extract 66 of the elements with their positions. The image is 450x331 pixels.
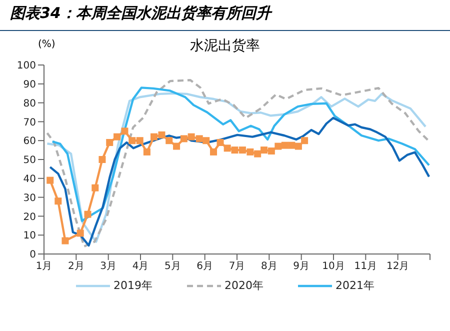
y-axis-title: (%) xyxy=(38,39,56,50)
point xyxy=(136,137,144,144)
x-tick-label: 12月 xyxy=(386,261,410,272)
point xyxy=(288,142,296,149)
y-tick-label: 20 xyxy=(23,212,36,223)
point xyxy=(62,237,69,244)
point xyxy=(106,138,114,146)
legend-label: 2019年 xyxy=(114,278,152,293)
point xyxy=(54,198,62,205)
point xyxy=(231,146,238,154)
point xyxy=(114,133,121,140)
x-tick-label: 10月 xyxy=(322,261,345,272)
chart-title: 图表34：本周全国水泥出货率有所回升 xyxy=(0,0,450,31)
point xyxy=(224,144,231,152)
point xyxy=(46,176,54,184)
point xyxy=(210,148,218,156)
x-tick-label: 9月 xyxy=(293,261,310,272)
x-tick-label: 6月 xyxy=(196,261,214,272)
point xyxy=(121,128,128,135)
point xyxy=(260,146,268,154)
point xyxy=(158,131,166,138)
point xyxy=(188,133,195,140)
y-tick-label: 80 xyxy=(23,98,36,110)
point xyxy=(196,135,203,142)
point xyxy=(128,137,136,144)
point xyxy=(92,184,99,192)
x-tick-label: 7月 xyxy=(228,261,246,272)
point xyxy=(173,142,180,150)
point xyxy=(143,148,150,156)
x-tick-label: 5月 xyxy=(164,261,181,272)
y-tick-label: 90 xyxy=(23,79,36,90)
point xyxy=(246,148,254,156)
point xyxy=(281,142,288,149)
x-tick-label: 3月 xyxy=(100,261,117,272)
x-tick-label: 1月 xyxy=(36,261,52,272)
legend-label: 2021年 xyxy=(336,278,374,293)
y-tick-label: 60 xyxy=(23,136,36,148)
x-tick-label: 2月 xyxy=(68,261,84,272)
point xyxy=(76,230,84,237)
point xyxy=(98,156,106,163)
point xyxy=(166,137,173,144)
point xyxy=(268,147,275,154)
y-tick-label: 50 xyxy=(23,155,36,166)
point xyxy=(202,137,210,144)
y-tick-label: 40 xyxy=(23,174,36,185)
point xyxy=(84,210,92,218)
point xyxy=(274,142,282,150)
point xyxy=(216,138,224,146)
point xyxy=(294,142,302,150)
point xyxy=(301,137,308,144)
legend-label: 2020年 xyxy=(224,278,264,293)
point xyxy=(180,135,188,142)
y-tick-label: 70 xyxy=(23,117,36,128)
y-tick-label: 30 xyxy=(23,192,36,204)
y-tick-label: 10 xyxy=(23,230,36,242)
x-tick-label: 11月 xyxy=(354,261,378,272)
line-series xyxy=(51,86,430,222)
chart-subtitle: 水泥出货率 xyxy=(190,38,260,54)
x-tick-label: 4月 xyxy=(132,261,149,272)
x-tick-label: 8月 xyxy=(260,261,278,272)
point xyxy=(238,146,246,154)
y-tick-label: 0 xyxy=(30,250,36,261)
point xyxy=(254,150,262,158)
y-tick-label: 100 xyxy=(16,60,36,72)
point xyxy=(150,133,158,140)
line-series xyxy=(49,116,430,247)
